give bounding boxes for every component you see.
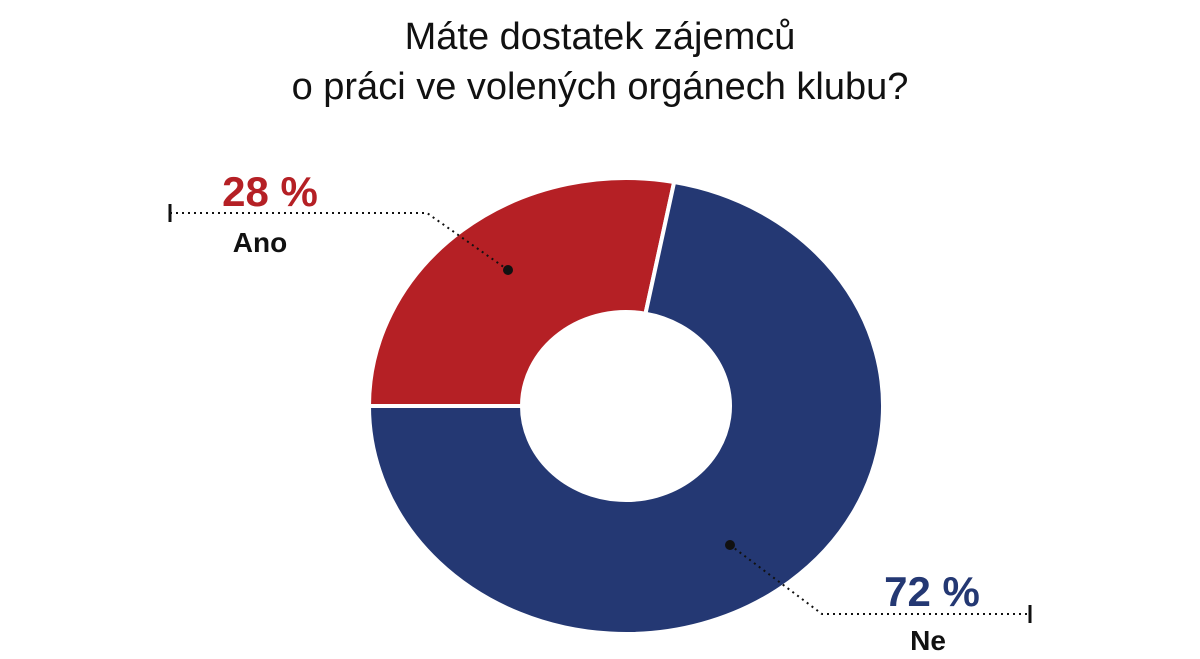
percent-label-ano: 28 %	[222, 168, 318, 215]
callout-ano: 28 % Ano	[168, 168, 513, 275]
title-line-2: o práci ve volených orgánech klubu?	[291, 66, 909, 108]
leader-line-ano	[170, 212, 509, 271]
category-label-ne: Ne	[910, 625, 946, 656]
leader-dot-ne	[725, 540, 735, 550]
leader-line-ne	[729, 544, 1030, 615]
slices-group	[366, 176, 885, 636]
slice-ne	[366, 179, 885, 636]
chart-title: Máte dostatek zájemců o práci ve volenýc…	[0, 12, 1200, 112]
category-label-ano: Ano	[233, 227, 287, 258]
slice-ano	[366, 176, 677, 408]
leader-dot-ano	[503, 265, 513, 275]
title-line-1: Máte dostatek zájemců	[404, 16, 796, 58]
percent-label-ne: 72 %	[884, 568, 980, 615]
callout-ne: 72 % Ne	[725, 540, 1032, 656]
